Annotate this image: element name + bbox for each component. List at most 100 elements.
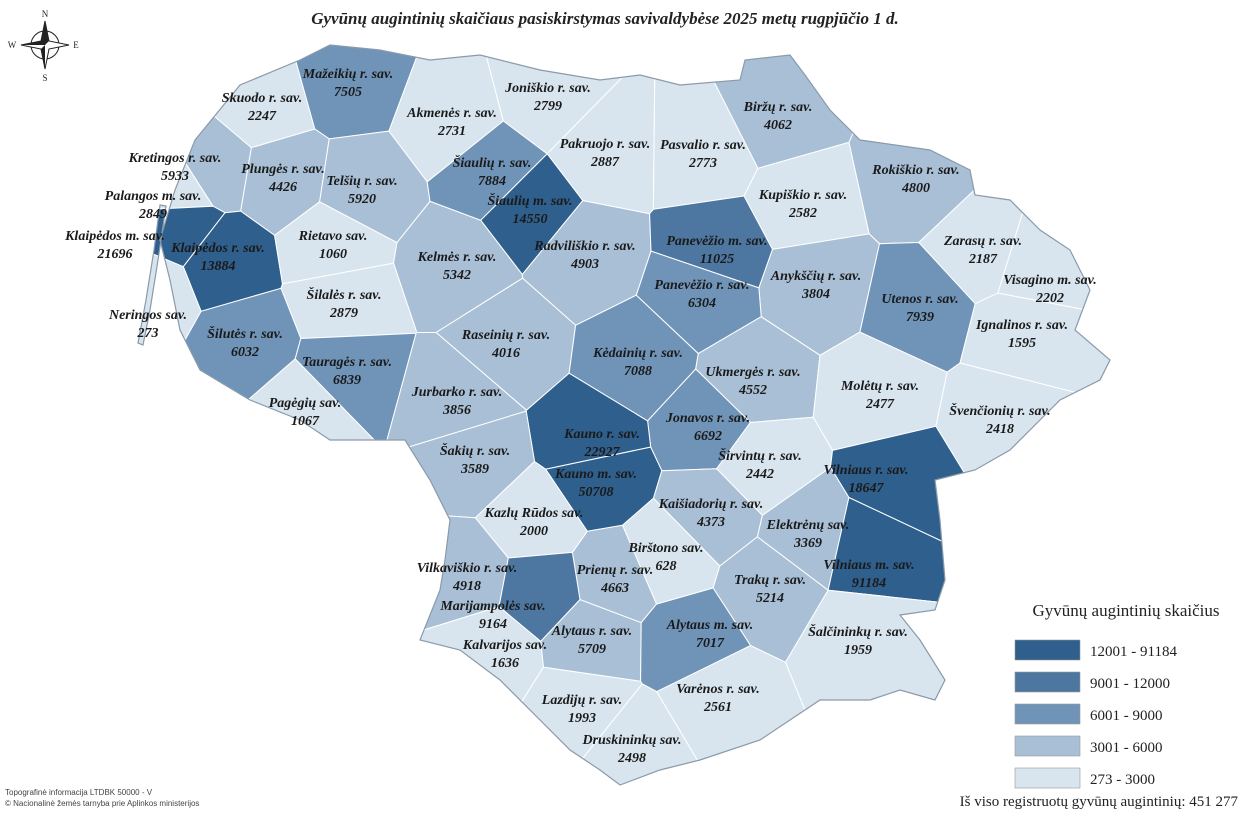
municipality-value: 2418: [985, 422, 1014, 437]
municipality-name: Pasvalio r. sav.: [660, 138, 746, 153]
legend-swatch: [1014, 767, 1081, 789]
municipality-value: 2887: [590, 155, 620, 170]
municipality-area: [138, 358, 386, 785]
legend-title: Gyvūnų augintinių skaičius: [1033, 601, 1220, 620]
municipality-name: Kėdainių r. sav.: [592, 346, 683, 361]
municipality-value: 6304: [688, 296, 716, 311]
municipality-name: Palangos m. sav.: [105, 189, 202, 204]
municipality-value: 2498: [617, 751, 646, 766]
map-title: Gyvūnų augintinių skaičiaus pasiskirstym…: [311, 9, 899, 28]
municipality-value: 6032: [231, 345, 259, 360]
municipality-name: Plungės r. sav.: [241, 162, 325, 177]
municipality-name: Varėnos r. sav.: [676, 682, 760, 697]
municipality-value: 9164: [479, 617, 507, 632]
municipality-value: 5709: [578, 642, 606, 657]
legend-swatch: [1014, 703, 1081, 725]
municipality-name: Kaišiadorių r. sav.: [658, 497, 764, 512]
municipality-value: 1993: [568, 711, 596, 726]
municipality-value: 21696: [97, 247, 133, 262]
municipality-name: Klaipėdos m. sav.: [64, 229, 165, 244]
municipality-name: Klaipėdos r. sav.: [170, 241, 265, 256]
legend-label: 9001 - 12000: [1090, 676, 1170, 692]
compass-n: N: [42, 9, 49, 19]
municipality-value: 4016: [491, 346, 520, 361]
municipality-value: 2477: [865, 397, 895, 412]
municipality-name: Biržų r. sav.: [743, 100, 813, 115]
municipality-name: Kauno r. sav.: [563, 427, 640, 442]
compass: N S W E: [8, 9, 80, 83]
legend-label: 12001 - 91184: [1090, 644, 1177, 660]
municipality-name: Šiaulių r. sav.: [453, 154, 532, 171]
municipality-value: 2879: [329, 306, 358, 321]
municipality-name: Neringos sav.: [108, 308, 187, 323]
municipality-name: Mažeikių r. sav.: [302, 67, 394, 82]
municipality-value: 1060: [319, 247, 347, 262]
municipality-value: 3856: [442, 403, 471, 418]
legend-swatch: [1014, 735, 1081, 757]
municipality-value: 4800: [901, 181, 930, 196]
municipality-area: [138, 199, 202, 641]
municipality-value: 2799: [533, 99, 562, 114]
compass-w: W: [8, 40, 17, 50]
municipality-name: Birštono sav.: [628, 541, 704, 556]
municipality-value: 2849: [138, 207, 167, 222]
municipality-name: Ukmergės r. sav.: [705, 365, 800, 380]
municipality-name: Visagino m. sav.: [1003, 273, 1097, 288]
municipality-value: 2187: [968, 252, 998, 267]
credit: Topografinė informacija LTDBK 50000 - V: [5, 788, 153, 797]
municipality-name: Joniškio r. sav.: [504, 81, 591, 96]
credit: © Nacionalinė žemės tarnyba prie Aplinko…: [5, 799, 199, 808]
municipality-name: Šiaulių m. sav.: [487, 192, 572, 209]
municipality-name: Kazlų Rūdos sav.: [484, 506, 584, 521]
municipality-name: Kretingos r. sav.: [128, 151, 222, 166]
municipality-value: 4373: [696, 515, 725, 530]
municipality-name: Alytaus m. sav.: [666, 618, 754, 633]
municipality-name: Vilniaus m. sav.: [823, 558, 914, 573]
municipality-name: Pakruojo r. sav.: [560, 137, 651, 152]
municipality-area: [959, 292, 1110, 438]
municipality-name: Tauragės r. sav.: [302, 355, 392, 370]
municipality-area: [138, 45, 316, 149]
municipality-name: Kauno m. sav.: [554, 467, 637, 482]
municipality-value: 2561: [703, 700, 732, 715]
municipality-value: 6692: [694, 429, 722, 444]
municipality-name: Trakų r. sav.: [734, 573, 806, 588]
municipality-value: 6839: [333, 373, 361, 388]
legend-label: 273 - 3000: [1090, 772, 1155, 788]
municipality-name: Širvintų r. sav.: [718, 447, 802, 464]
municipality-name: Utenos r. sav.: [881, 292, 958, 307]
municipality-value: 13884: [201, 259, 236, 274]
municipality-value: 4552: [738, 383, 767, 398]
municipality-name: Jonavos r. sav.: [665, 411, 750, 426]
municipality-value: 7884: [478, 174, 506, 189]
municipality-name: Kupiškio r. sav.: [758, 188, 847, 203]
municipality-value: 50708: [579, 485, 614, 500]
municipality-value: 3589: [460, 462, 489, 477]
municipality-name: Šakių r. sav.: [440, 442, 510, 459]
municipality-name: Švenčionių r. sav.: [949, 402, 1050, 419]
municipality-value: 2247: [247, 109, 277, 124]
municipality-value: 1067: [291, 414, 320, 429]
municipality-value: 1636: [491, 656, 519, 671]
municipality-value: 7017: [696, 636, 725, 651]
municipality-name: Šalčininkų r. sav.: [808, 623, 908, 640]
municipality-name: Panevėžio m. sav.: [666, 234, 767, 249]
municipality-name: Molėtų r. sav.: [840, 379, 919, 394]
municipality-name: Šilutės r. sav.: [207, 325, 283, 342]
municipality-value: 7505: [334, 85, 362, 100]
municipality-value: 273: [137, 326, 159, 341]
municipality-value: 18647: [849, 481, 885, 496]
municipality-value: 2582: [788, 206, 817, 221]
municipality-value: 2442: [745, 467, 774, 482]
municipality-value: 1959: [844, 643, 872, 658]
municipality-name: Skuodo r. sav.: [222, 91, 302, 106]
municipality-name: Druskininkų sav.: [581, 733, 681, 748]
municipality-name: Vilniaus r. sav.: [823, 463, 908, 478]
compass-e: E: [73, 40, 79, 50]
municipality-name: Anykščių r. sav.: [770, 269, 862, 284]
municipality-name: Elektrėnų sav.: [766, 518, 850, 533]
municipality-name: Radviliškio r. sav.: [533, 239, 635, 254]
municipality-value: 3369: [793, 536, 822, 551]
